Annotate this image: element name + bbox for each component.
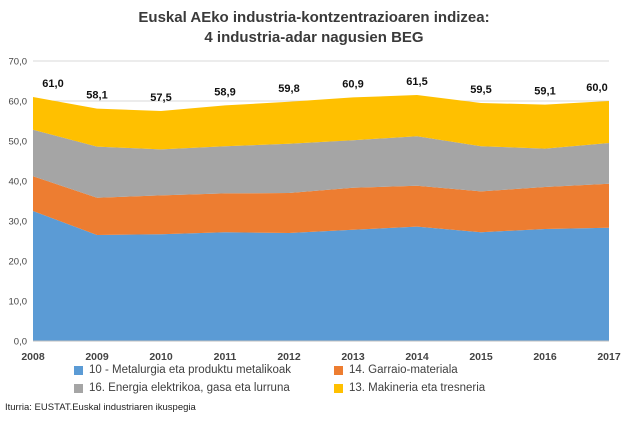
y-tick-label: 20,0 bbox=[9, 257, 28, 268]
chart-title-line-1: Euskal AEko industria-kontzentrazioaren … bbox=[138, 9, 490, 26]
x-tick-label: 2016 bbox=[533, 351, 557, 363]
x-tick-label: 2014 bbox=[405, 351, 429, 363]
data-label-total: 59,5 bbox=[470, 84, 491, 96]
x-tick-label: 2012 bbox=[277, 351, 301, 363]
x-tick-label: 2010 bbox=[149, 351, 173, 363]
data-label-total: 59,8 bbox=[278, 83, 299, 95]
x-tick-label: 2017 bbox=[597, 351, 621, 363]
data-label-total: 61,0 bbox=[42, 78, 63, 90]
legend-item: 13. Makineria eta tresneria bbox=[334, 380, 554, 396]
area-series-1 bbox=[33, 211, 609, 341]
data-label-total: 59,1 bbox=[534, 86, 555, 98]
y-tick-label: 40,0 bbox=[9, 177, 28, 188]
y-tick-label: 0,0 bbox=[14, 337, 27, 348]
data-label-total: 57,5 bbox=[150, 92, 171, 104]
area-series-4 bbox=[33, 95, 609, 150]
area-series-2 bbox=[33, 176, 609, 235]
legend-label: 13. Makineria eta tresneria bbox=[349, 382, 486, 394]
x-tick-label: 2009 bbox=[85, 351, 109, 363]
legend-swatch bbox=[74, 365, 83, 375]
x-tick-label: 2008 bbox=[21, 351, 45, 363]
legend-item: 16. Energia elektrikoa, gasa eta lurruna bbox=[74, 380, 334, 396]
area-series-3 bbox=[33, 129, 609, 198]
x-tick-label: 2013 bbox=[341, 351, 365, 363]
y-tick-label: 10,0 bbox=[9, 297, 28, 308]
chart-title: Euskal AEko industria-kontzentrazioaren … bbox=[0, 8, 628, 48]
legend-item: 14. Garraio-materiala bbox=[334, 362, 554, 378]
legend-swatch bbox=[334, 383, 343, 393]
data-label-total: 60,9 bbox=[342, 78, 363, 90]
data-label-total: 61,5 bbox=[406, 76, 427, 88]
x-tick-label: 2015 bbox=[469, 351, 493, 363]
legend-swatch bbox=[74, 383, 83, 393]
legend-label: 14. Garraio-materiala bbox=[349, 364, 458, 376]
y-tick-label: 30,0 bbox=[9, 217, 28, 228]
y-tick-label: 60,0 bbox=[9, 97, 28, 108]
legend-item: 10 - Metalurgia eta produktu metalikoak bbox=[74, 362, 334, 378]
source-note: Iturria: EUSTAT.Euskal industriaren ikus… bbox=[5, 402, 196, 413]
legend-swatch bbox=[334, 365, 343, 375]
legend-label: 10 - Metalurgia eta produktu metalikoak bbox=[89, 364, 291, 376]
y-tick-label: 50,0 bbox=[9, 137, 28, 148]
data-label-total: 60,0 bbox=[586, 82, 607, 94]
legend-label: 16. Energia elektrikoa, gasa eta lurruna bbox=[89, 382, 290, 394]
data-label-total: 58,1 bbox=[86, 90, 107, 102]
data-label-total: 58,9 bbox=[214, 86, 235, 98]
x-tick-label: 2011 bbox=[214, 351, 237, 363]
chart-title-line-2: 4 industria-adar nagusien BEG bbox=[204, 29, 424, 46]
chart-legend: 10 - Metalurgia eta produktu metalikoak 1… bbox=[74, 362, 554, 396]
y-tick-label: 70,0 bbox=[9, 57, 28, 68]
